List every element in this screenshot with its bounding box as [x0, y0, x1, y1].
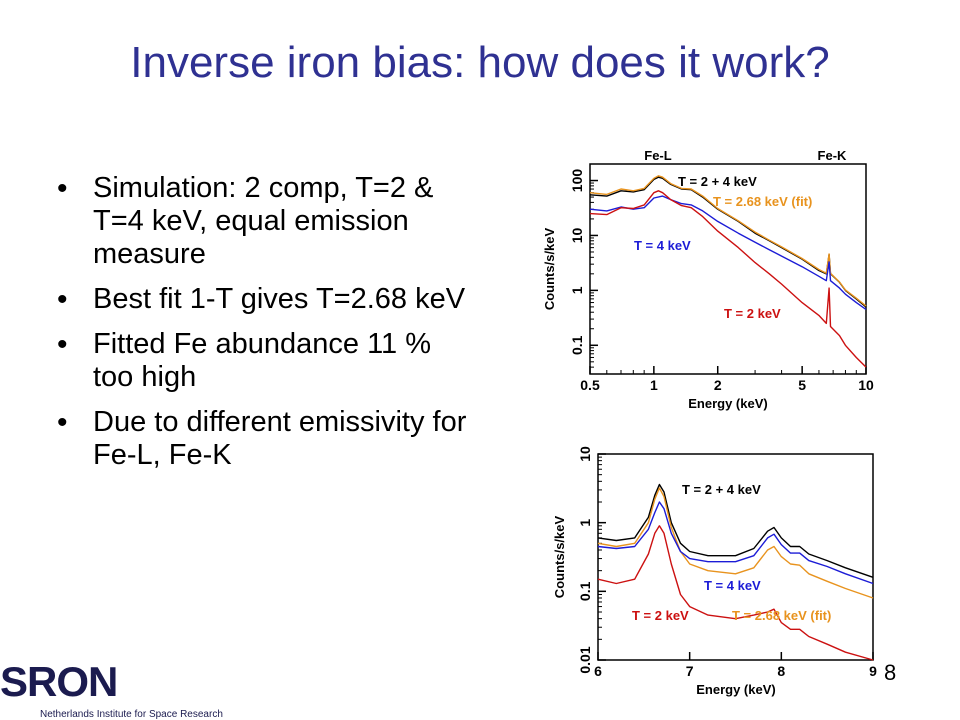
- y-tick-label: 0.1: [569, 335, 585, 355]
- fe-l-label: Fe-L: [644, 148, 672, 163]
- series-line: [597, 483, 874, 578]
- x-axis-label: Energy (keV): [688, 396, 767, 411]
- annotation-t2: T = 2 keV: [632, 608, 689, 623]
- annotation-fit: T = 2.68 keV (fit): [732, 608, 831, 623]
- page-number: 8: [884, 660, 897, 685]
- y-tick-label: 0.01: [577, 646, 593, 673]
- series-line: [589, 190, 867, 368]
- plot-frame: [589, 163, 867, 375]
- annotation-sum: T = 2 + 4 keV: [678, 174, 757, 189]
- bullet-item: Fitted Fe abundance 11 % too high: [55, 328, 475, 394]
- fe-k-label: Fe-K: [818, 148, 848, 163]
- x-tick-label: 6: [594, 663, 602, 679]
- x-tick-label: 1: [650, 377, 658, 393]
- x-tick-label: 8: [777, 663, 785, 679]
- y-axis-label: Counts/s/keV: [552, 515, 567, 598]
- x-axis-label: Energy (keV): [696, 682, 775, 697]
- plot-frame: [597, 453, 874, 661]
- series-line: [597, 487, 874, 599]
- y-tick-label: 10: [577, 446, 593, 462]
- x-tick-label: 0.5: [580, 377, 600, 393]
- logo-wordmark: SRON: [0, 658, 118, 705]
- y-tick-label: 1: [577, 519, 593, 527]
- y-tick-label: 10: [569, 227, 585, 243]
- annotation-t2: T = 2 keV: [724, 306, 781, 321]
- annotation-t4: T = 4 keV: [634, 238, 691, 253]
- series-line: [589, 195, 867, 310]
- x-tick-label: 2: [714, 377, 722, 393]
- x-tick-label: 7: [686, 663, 694, 679]
- x-tick-label: 10: [858, 377, 874, 393]
- series-line: [597, 501, 874, 585]
- x-tick-label: 9: [869, 663, 877, 679]
- logo-subtitle: Netherlands Institute for Space Research: [40, 709, 223, 720]
- y-tick-label: 0.1: [577, 581, 593, 601]
- annotation-fit: T = 2.68 keV (fit): [713, 194, 812, 209]
- y-axis-label: Counts/s/keV: [542, 227, 557, 310]
- bullet-item: Best fit 1-T gives T=2.68 keV: [55, 283, 475, 316]
- x-tick-label: 5: [798, 377, 806, 393]
- y-tick-label: 1: [569, 286, 585, 294]
- annotation-t4: T = 4 keV: [704, 578, 761, 593]
- y-tick-label: 100: [569, 169, 585, 193]
- bullet-list: Simulation: 2 comp, T=2 & T=4 keV, equal…: [55, 172, 475, 484]
- bullet-item: Due to different emissivity for Fe-L, Fe…: [55, 406, 475, 472]
- spectrum-chart-full: 0.5 1 2 5 10 0.1 1 10 100 Fe-L Fe-K T = 2 + 4 ke…: [542, 148, 874, 411]
- sron-logo: SRON Netherlands Institute for Space Res…: [0, 658, 223, 720]
- annotation-sum: T = 2 + 4 keV: [682, 482, 761, 497]
- slide-title: Inverse iron bias: how does it work?: [130, 38, 830, 87]
- series-line: [597, 525, 874, 661]
- spectrum-chart-fe-k-zoom: 6 7 8 9 0.01 0.1 1 10 T = 2 + 4 keV T = 4 keV T…: [552, 446, 877, 697]
- bullet-item: Simulation: 2 comp, T=2 & T=4 keV, equal…: [55, 172, 475, 271]
